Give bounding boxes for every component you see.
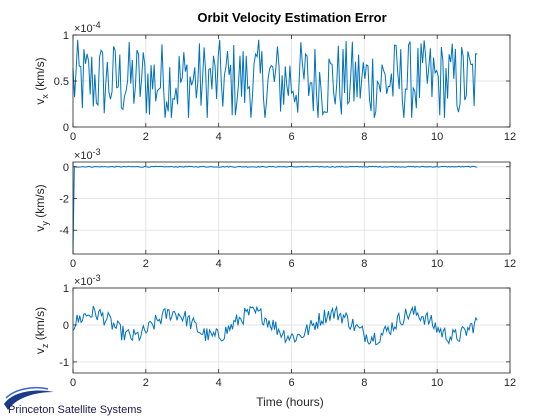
y-exponent-label: ×10-4	[74, 20, 101, 35]
y-tick-label: 1	[63, 30, 69, 42]
x-axis-label: Time (hours)	[256, 395, 324, 409]
series-line	[72, 165, 478, 251]
y-tick-label: -2	[59, 193, 69, 205]
y-tick-label: 0.5	[54, 76, 69, 88]
series-line	[72, 39, 478, 118]
y-tick-label: -1	[59, 357, 69, 369]
brand-name: Princeton Satellite Systems	[8, 404, 142, 416]
x-tick-label: 6	[288, 131, 294, 143]
subplot-1: 0 2 4 6 8 10 12 0 0.5 1 ×10-4 vx (km/s)	[33, 20, 516, 143]
y-axis-label: vx (km/s)	[33, 57, 50, 104]
x-tick-label: 2	[143, 131, 149, 143]
x-tick-label: 4	[216, 131, 222, 143]
x-tick-label: 0	[70, 377, 76, 389]
x-tick-label: 2	[143, 377, 149, 389]
x-tick-label: 0	[70, 258, 76, 270]
swoosh-icon	[4, 390, 54, 410]
y-tick-label: 1	[63, 283, 69, 295]
x-tick-label: 10	[431, 377, 443, 389]
y-tick-label: -4	[59, 225, 69, 237]
y-exponent-label: ×10-3	[74, 147, 101, 162]
x-tick-label: 8	[361, 377, 367, 389]
y-exponent-label: ×10-3	[74, 273, 101, 288]
x-tick-label: 12	[504, 377, 516, 389]
x-tick-label: 4	[216, 377, 222, 389]
y-tick-label: 0	[63, 162, 69, 174]
y-axis-label: vz (km/s)	[33, 307, 50, 354]
y-axis-label: vy (km/s)	[33, 184, 50, 231]
y-tick-label: 0	[63, 320, 69, 332]
brand-logo	[4, 386, 54, 410]
x-tick-label: 10	[431, 131, 443, 143]
x-tick-label: 12	[504, 131, 516, 143]
x-tick-label: 6	[288, 377, 294, 389]
x-tick-label: 8	[361, 131, 367, 143]
x-tick-label: 8	[361, 258, 367, 270]
subplot-2: 0 2 4 6 8 10 12 0 -2 -4 ×10-3 vy (km/s)	[33, 147, 516, 270]
x-tick-label: 10	[431, 258, 443, 270]
x-tick-label: 4	[216, 258, 222, 270]
y-tick-label: 0	[63, 122, 69, 134]
x-tick-label: 0	[70, 131, 76, 143]
x-tick-label: 12	[504, 258, 516, 270]
x-tick-label: 6	[288, 258, 294, 270]
x-tick-label: 2	[143, 258, 149, 270]
chart-title: Orbit Velocity Estimation Error	[197, 10, 386, 25]
series-line	[72, 305, 478, 346]
